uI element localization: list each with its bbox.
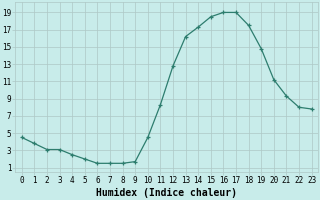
X-axis label: Humidex (Indice chaleur): Humidex (Indice chaleur) bbox=[96, 188, 237, 198]
